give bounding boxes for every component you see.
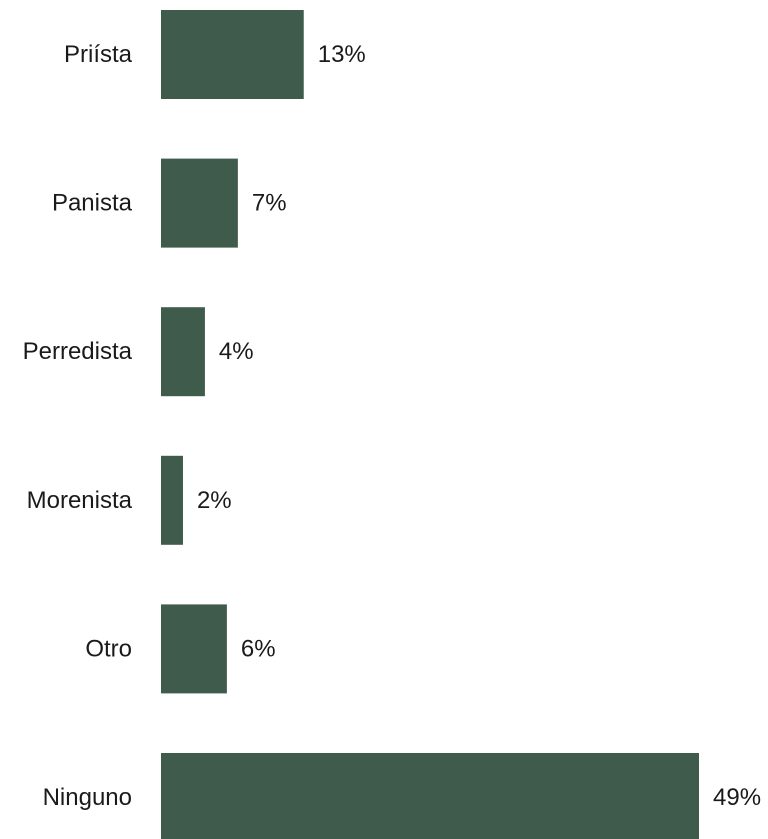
value-label-ninguno: 49% — [713, 784, 761, 811]
value-label-panista: 7% — [252, 190, 287, 217]
category-label-priista: Priísta — [64, 41, 133, 68]
bars-group — [161, 10, 699, 839]
category-labels-group: Priísta Panista Perredista Morenista Otro Nin… — [23, 41, 133, 811]
bar-ninguno — [161, 753, 699, 839]
value-label-perredista: 4% — [219, 338, 254, 365]
category-label-morenista: Morenista — [27, 487, 133, 514]
value-label-morenista: 2% — [197, 487, 232, 514]
category-label-panista: Panista — [52, 190, 133, 217]
bar-morenista — [161, 455, 183, 545]
category-label-otro: Otro — [85, 635, 132, 662]
category-label-perredista: Perredista — [23, 338, 133, 365]
category-label-ninguno: Ninguno — [43, 784, 132, 811]
bar-priista — [161, 10, 304, 99]
value-label-priista: 13% — [318, 41, 366, 68]
bar-otro — [161, 604, 227, 694]
value-labels-group: 13% 7% 4% 2% 6% 49% — [197, 41, 761, 811]
bar-panista — [161, 158, 238, 248]
value-label-otro: 6% — [241, 635, 276, 662]
bar-perredista — [161, 307, 205, 397]
